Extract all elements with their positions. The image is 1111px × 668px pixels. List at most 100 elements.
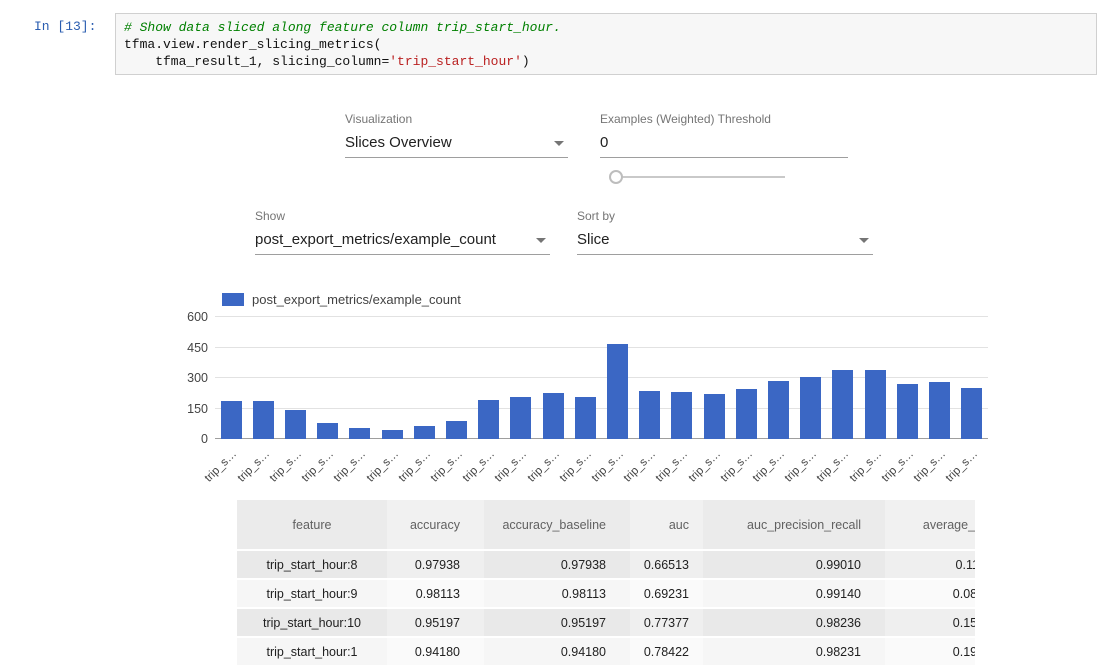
x-tick-label: trip_s… [525,448,562,485]
table-cell: 0.1901 [885,637,975,666]
table-cell: 0.99140 [703,579,885,608]
input-prompt: In [13]: [34,19,110,34]
bar[interactable] [671,392,692,439]
column-header[interactable]: auc [630,500,703,550]
table-cell: 0.0892 [885,579,975,608]
bar[interactable] [929,382,950,439]
x-tick-label: trip_s… [944,448,981,485]
column-header[interactable]: feature [237,500,387,550]
sort-by-label: Sort by [577,209,873,223]
bar[interactable] [832,370,853,439]
code-line: ) [522,54,530,69]
bar[interactable] [575,397,596,439]
table-cell: 0.95197 [484,608,630,637]
x-tick-label: trip_s… [429,448,466,485]
bar[interactable] [543,393,564,439]
bar[interactable] [253,401,274,439]
table-row: trip_start_hour:10.941800.941800.784220.… [237,637,975,666]
bar[interactable] [607,344,628,439]
bar[interactable] [800,377,821,439]
bar[interactable] [478,400,499,439]
threshold-slider-track[interactable] [610,176,785,178]
table-cell: trip_start_hour:9 [237,579,387,608]
visualization-control: Visualization Slices Overview [345,112,568,158]
threshold-control: Examples (Weighted) Threshold 0 [600,112,848,158]
x-tick-label: trip_s… [235,448,272,485]
bar[interactable] [704,394,725,439]
x-tick-label: trip_s… [590,448,627,485]
show-label: Show [255,209,550,223]
x-tick-label: trip_s… [912,448,949,485]
bar[interactable] [414,426,435,439]
dropdown-arrow-icon [536,238,546,243]
code-line: tfma_result_1, slicing_column= [124,54,389,69]
threshold-input[interactable]: 0 [600,132,848,158]
threshold-value: 0 [600,134,608,151]
table-row: trip_start_hour:90.981130.981130.692310.… [237,579,975,608]
bar[interactable] [736,389,757,439]
code-line: tfma.view.render_slicing_metrics( [124,37,381,52]
notebook-page: In [13]: # Show data sliced along featur… [0,0,1111,668]
x-tick-label: trip_s… [557,448,594,485]
bar[interactable] [768,381,789,439]
bar[interactable] [639,391,660,439]
legend-swatch-icon [222,293,244,306]
show-select[interactable]: post_export_metrics/example_count [255,229,550,255]
x-tick-label: trip_s… [332,448,369,485]
table-cell: 0.77377 [630,608,703,637]
bar[interactable] [865,370,886,439]
column-header[interactable]: accuracy_baseline [484,500,630,550]
x-tick-label: trip_s… [461,448,498,485]
x-tick-label: trip_s… [847,448,884,485]
bar[interactable] [285,410,306,439]
x-tick-label: trip_s… [654,448,691,485]
visualization-label: Visualization [345,112,568,126]
x-tick-label: trip_s… [364,448,401,485]
show-value: post_export_metrics/example_count [255,231,496,248]
table-row: trip_start_hour:100.951970.951970.773770… [237,608,975,637]
bar[interactable] [961,388,982,439]
x-tick-label: trip_s… [396,448,433,485]
bar[interactable] [897,384,918,439]
table-cell: 0.94180 [387,637,484,666]
x-tick-label: trip_s… [718,448,755,485]
column-header[interactable]: average_los [885,500,975,550]
visualization-select[interactable]: Slices Overview [345,132,568,158]
legend-label: post_export_metrics/example_count [252,292,461,307]
column-header[interactable]: accuracy [387,500,484,550]
table-cell: 0.98113 [484,579,630,608]
threshold-slider-handle[interactable] [609,170,623,184]
table-cell: trip_start_hour:10 [237,608,387,637]
x-tick-label: trip_s… [268,448,305,485]
table-cell: 0.99010 [703,550,885,579]
x-tick-label: trip_s… [686,448,723,485]
code-string: 'trip_start_hour' [389,54,522,69]
dropdown-arrow-icon [554,141,564,146]
y-tick-label: 300 [187,371,208,385]
y-tick-label: 450 [187,341,208,355]
table-cell: 0.98231 [703,637,885,666]
bar[interactable] [317,423,338,439]
bar[interactable] [446,421,467,439]
bar[interactable] [510,397,531,439]
y-tick-label: 0 [201,432,208,446]
bars [215,317,988,439]
column-header[interactable]: auc_precision_recall [703,500,885,550]
y-axis: 0150300450600 [150,317,208,439]
dropdown-arrow-icon [859,238,869,243]
table-cell: 0.78422 [630,637,703,666]
x-tick-label: trip_s… [751,448,788,485]
table-cell: trip_start_hour:8 [237,550,387,579]
sort-by-control: Sort by Slice [577,209,873,255]
sort-by-select[interactable]: Slice [577,229,873,255]
threshold-label: Examples (Weighted) Threshold [600,112,848,126]
code-editor[interactable]: # Show data sliced along feature column … [115,13,1097,75]
bar[interactable] [221,401,242,439]
visualization-value: Slices Overview [345,134,452,151]
y-tick-label: 600 [187,310,208,324]
bar[interactable] [382,430,403,439]
table-cell: 0.97938 [484,550,630,579]
sort-by-value: Slice [577,231,610,248]
x-tick-label: trip_s… [879,448,916,485]
bar[interactable] [349,428,370,439]
